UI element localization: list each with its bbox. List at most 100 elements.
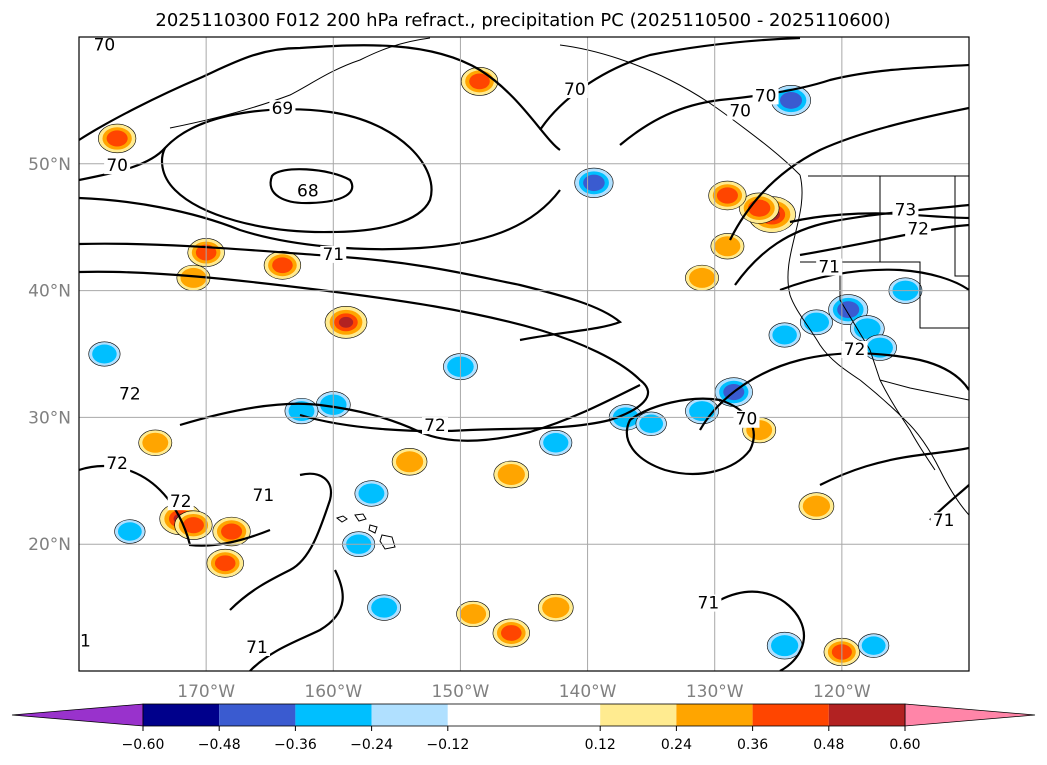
- contour-label-bg: [930, 512, 957, 530]
- contour-label: 71: [698, 594, 720, 614]
- contour-label-bg: [905, 220, 932, 238]
- contour-71-lower: [719, 590, 805, 671]
- lat-tick-label: 20°N: [28, 535, 71, 555]
- precip-contour-fill: [748, 199, 771, 217]
- precip-contour-fill: [639, 414, 664, 433]
- lon-tick-label: 150°W: [432, 682, 490, 702]
- precip-blob: [456, 600, 491, 628]
- contour-70-north: [79, 44, 561, 151]
- colorbar-tick-label: −0.36: [274, 737, 317, 753]
- precip-blob: [98, 123, 137, 154]
- contour-label: 71: [246, 638, 268, 658]
- precip-contour-fill: [867, 337, 893, 358]
- lon-tick-label: 160°W: [304, 682, 362, 702]
- precip-blob: [798, 492, 835, 520]
- precip-contour-fill: [395, 451, 424, 473]
- contour-71-east: [779, 268, 969, 292]
- lat-tick-label: 50°N: [28, 155, 71, 175]
- contour-label: 71: [253, 486, 275, 506]
- precip-blob: [708, 180, 747, 211]
- contour-label: 70: [755, 86, 777, 106]
- precip-blob: [492, 618, 530, 648]
- contour-label-bg: [91, 36, 118, 54]
- precip-blob: [574, 167, 614, 198]
- contour-label-bg: [294, 182, 321, 200]
- precip-blob: [114, 519, 146, 544]
- precip-blob: [367, 594, 402, 621]
- contour-label-bg: [561, 81, 588, 99]
- precip-contour-fill: [142, 432, 169, 453]
- latitude-tick-labels: 20°N 30°N 40°N 50°N: [28, 155, 71, 555]
- contour-70-east: [699, 352, 969, 431]
- contour-label: 70: [106, 156, 128, 176]
- precip-blob: [176, 264, 211, 292]
- contour-label-bg: [752, 87, 779, 105]
- contour-label: 70: [94, 36, 116, 56]
- colorbar-tick-label: 0.24: [661, 737, 692, 753]
- state-border-1: [800, 261, 969, 329]
- precip-contour-fill: [214, 555, 236, 572]
- chart-title: 2025110300 F012 200 hPa refract., precip…: [155, 10, 890, 31]
- contour-label-bg: [841, 341, 868, 358]
- precip-contour-fill: [771, 635, 799, 657]
- precip-blob: [138, 429, 173, 456]
- colorbar-frame: [142, 703, 906, 727]
- precip-blob: [174, 510, 213, 540]
- contour-coast-a: [619, 63, 969, 146]
- precip-blob: [324, 305, 368, 339]
- precip-blob: [391, 448, 428, 476]
- baja-california: [879, 379, 936, 471]
- contour-label: 1: [80, 632, 91, 652]
- contour-label: 72: [844, 340, 866, 360]
- precip-contour-fill: [221, 523, 243, 540]
- gridlines: [79, 37, 969, 671]
- precip-contour-fill: [469, 73, 490, 90]
- precip-contour-fill: [803, 312, 830, 333]
- colorbar-tick-label: −0.60: [122, 737, 165, 753]
- contour-label-bg: [104, 455, 131, 473]
- longitude-tick-labels: 170°W 160°W 150°W 140°W 130°W 120°W: [177, 682, 871, 702]
- contour-label-bg: [422, 417, 448, 435]
- precip-contour-fill: [497, 463, 525, 485]
- alaska-coast: [169, 37, 431, 129]
- contour-71: [79, 242, 623, 342]
- colorbar-segment: [676, 704, 753, 726]
- contour-label-bg: [733, 410, 760, 428]
- lon-tick-label: 140°W: [559, 682, 617, 702]
- contour-72-west: [79, 270, 650, 433]
- contour-label: 72: [119, 384, 141, 404]
- precip-contour-fill: [542, 597, 570, 619]
- precip-blob: [493, 460, 530, 489]
- colorbar-segment: [600, 704, 677, 726]
- contour-71-tropics: [229, 472, 333, 611]
- precip-contour-fill: [288, 401, 315, 422]
- contour-label: 70: [729, 102, 751, 122]
- contour-72-east-south: [819, 446, 969, 486]
- hawaiian-islands: [335, 513, 396, 550]
- north-america-west-coast: [787, 174, 969, 516]
- state-border-4: [954, 176, 969, 277]
- mexico-border: [879, 379, 969, 401]
- lat-tick-label: 30°N: [28, 408, 71, 428]
- island-2: [354, 513, 367, 522]
- precip-blob: [710, 233, 745, 260]
- precip-contour-fill: [460, 603, 487, 624]
- colorbar-tick-label: 0.60: [889, 737, 920, 753]
- contour-72-south: [179, 384, 641, 442]
- contour-label-bg: [244, 638, 270, 656]
- contour-label: 68: [297, 182, 319, 202]
- lon-tick-label: 120°W: [813, 682, 871, 702]
- contour-label: 70: [736, 410, 758, 430]
- contour-label: 71: [818, 258, 840, 278]
- colorbar-segment: [447, 704, 601, 726]
- contour-label-bg: [816, 258, 843, 276]
- contour-70-west: [79, 147, 166, 182]
- precip-contour-fill: [714, 236, 741, 257]
- precip-contour-fill: [180, 267, 207, 288]
- contour-coast-b: [729, 106, 969, 241]
- precip-blob: [799, 309, 833, 336]
- colorbar-over-extension: [904, 703, 1036, 727]
- colorbar-tick-label: 0.48: [813, 737, 844, 753]
- precip-blob: [263, 250, 302, 280]
